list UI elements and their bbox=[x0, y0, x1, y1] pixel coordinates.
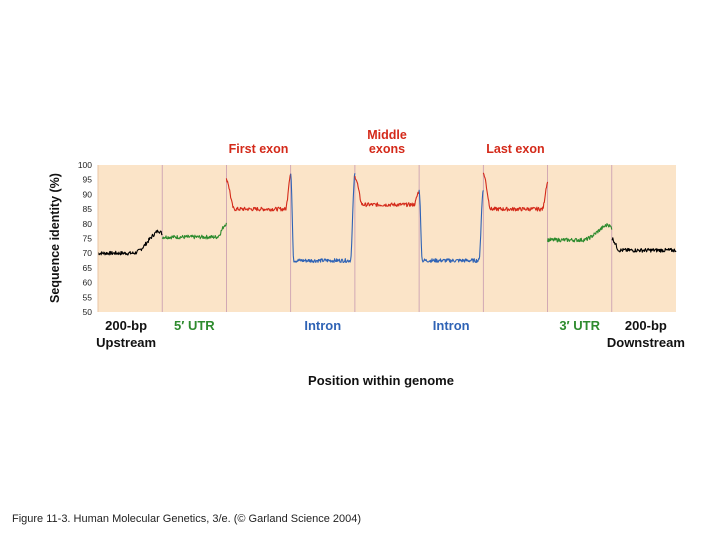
y-tick-label: 70 bbox=[83, 248, 93, 258]
trace-middle_exons bbox=[354, 175, 420, 208]
bottom-region-labels: 200-bp Upstream 5′ UTR Intron Intron 3′ UTR 20… bbox=[96, 318, 685, 350]
trace-intron1 bbox=[290, 173, 356, 264]
y-tick-labels: 100 95 90 85 80 75 70 65 60 55 50 bbox=[78, 160, 92, 317]
trace-utr5 bbox=[161, 222, 227, 240]
y-tick-label: 100 bbox=[78, 160, 92, 170]
region-bottom-label: Upstream bbox=[96, 335, 156, 350]
region-bottom-label: 3′ UTR bbox=[559, 318, 600, 333]
region-bottom-label: 200-bp bbox=[105, 318, 147, 333]
y-axis-title: Sequence identity (%) bbox=[48, 173, 62, 303]
y-tick-label: 65 bbox=[83, 263, 93, 273]
region-bottom-label: 5′ UTR bbox=[174, 318, 215, 333]
region-bottom-label: 200-bp bbox=[625, 318, 667, 333]
region-bottom-label: Intron bbox=[433, 318, 470, 333]
y-tick-label: 90 bbox=[83, 189, 93, 199]
trace-utr3 bbox=[547, 222, 613, 243]
x-axis-title: Position within genome bbox=[308, 373, 454, 388]
y-tick-label: 95 bbox=[83, 175, 93, 185]
y-tick-label: 55 bbox=[83, 292, 93, 302]
region-dividers bbox=[161, 165, 613, 312]
y-tick-label: 85 bbox=[83, 204, 93, 214]
region-bottom-label: Downstream bbox=[607, 335, 685, 350]
trace-intron2 bbox=[418, 189, 484, 263]
y-tick-label: 80 bbox=[83, 219, 93, 229]
y-tick-label: 50 bbox=[83, 307, 93, 317]
figure-caption: Figure 11-3. Human Molecular Genetics, 3… bbox=[12, 513, 362, 525]
trace-first_exon bbox=[225, 173, 292, 212]
region-top-label: First exon bbox=[229, 142, 289, 156]
region-top-label: Last exon bbox=[486, 142, 544, 156]
region-top-label: exons bbox=[369, 142, 405, 156]
region-bottom-label: Intron bbox=[304, 318, 341, 333]
region-top-label: Middle bbox=[367, 128, 407, 142]
trace-downstream bbox=[611, 237, 677, 253]
plot-area bbox=[97, 165, 677, 312]
sequence-traces bbox=[97, 172, 677, 264]
y-tick-label: 60 bbox=[83, 278, 93, 288]
trace-upstream bbox=[97, 229, 163, 256]
trace-last_exon bbox=[482, 172, 549, 212]
y-tick-label: 75 bbox=[83, 234, 93, 244]
